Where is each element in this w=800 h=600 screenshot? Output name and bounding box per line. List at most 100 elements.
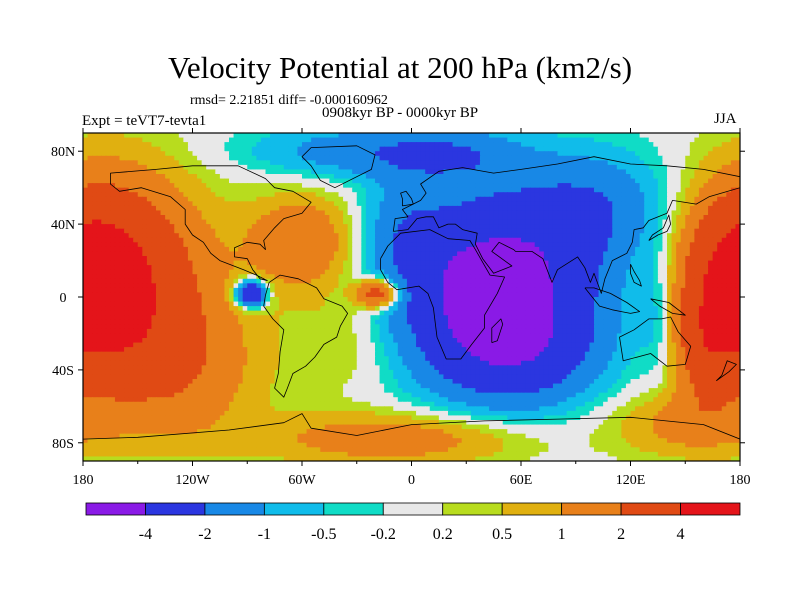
heatmap-cell (498, 196, 504, 202)
heatmap-cell (657, 133, 664, 139)
heatmap-cell (338, 164, 344, 171)
heatmap-cell (274, 256, 280, 262)
heatmap-cell (712, 278, 718, 284)
heatmap-cell (580, 224, 586, 230)
heatmap-cell (530, 228, 536, 234)
heatmap-cell (498, 278, 504, 284)
heatmap-cell (165, 201, 171, 207)
heatmap-cell (479, 269, 486, 275)
heatmap-cell (562, 151, 568, 157)
heatmap-cell (156, 151, 162, 157)
heatmap-cell (603, 242, 609, 248)
heatmap-cell (333, 201, 340, 207)
heatmap-cell (315, 142, 321, 148)
heatmap-cell (420, 137, 426, 143)
heatmap-cell (580, 137, 586, 143)
heatmap-cell (639, 142, 645, 148)
heatmap-cell (457, 274, 463, 280)
heatmap-cell (443, 133, 449, 139)
heatmap-cell (521, 283, 527, 289)
heatmap-cell (105, 269, 111, 275)
heatmap-cell (607, 201, 613, 207)
heatmap-cell (552, 178, 559, 184)
heatmap-cell (671, 242, 677, 248)
heatmap-cell (347, 265, 353, 271)
heatmap-cell (589, 137, 595, 143)
heatmap-cell (648, 269, 654, 275)
heatmap-cell (502, 233, 508, 239)
heatmap-cell (434, 256, 440, 262)
heatmap-cell (735, 210, 740, 216)
heatmap-cell (174, 155, 180, 161)
heatmap-cell (429, 265, 435, 271)
heatmap-cell (292, 237, 299, 243)
heatmap-cell (498, 233, 504, 239)
heatmap-cell (717, 137, 723, 143)
heatmap-cell (169, 210, 175, 216)
heatmap-cell (206, 278, 212, 284)
heatmap-cell (119, 219, 125, 225)
heatmap-cell (92, 205, 98, 212)
heatmap-cell (270, 133, 276, 139)
heatmap-cell (256, 283, 262, 289)
heatmap-cell (443, 269, 449, 275)
heatmap-cell (434, 155, 440, 161)
heatmap-cell (443, 155, 449, 161)
heatmap-cell (292, 137, 299, 143)
heatmap-cell (388, 224, 394, 230)
heatmap-cell (201, 201, 207, 207)
heatmap-cell (475, 164, 481, 171)
heatmap-cell (206, 142, 212, 148)
heatmap-cell (730, 201, 737, 207)
heatmap-cell (393, 174, 399, 180)
heatmap-cell (174, 174, 180, 180)
heatmap-cell (397, 256, 403, 262)
heatmap-cell (612, 251, 618, 257)
heatmap-cell (311, 228, 317, 234)
heatmap-cell (703, 178, 709, 184)
heatmap-cell (306, 169, 312, 175)
heatmap-cell (110, 133, 116, 139)
heatmap-cell (315, 256, 321, 262)
heatmap-cell (229, 205, 235, 212)
heatmap-cell (238, 256, 244, 262)
heatmap-cell (539, 228, 545, 234)
heatmap-cell (256, 183, 262, 189)
heatmap-cell (694, 237, 700, 243)
heatmap-cell (352, 151, 358, 157)
heatmap-cell (324, 183, 330, 189)
heatmap-cell (552, 237, 559, 243)
heatmap-cell (302, 251, 308, 257)
heatmap-cell (443, 142, 449, 148)
heatmap-cell (365, 242, 372, 248)
heatmap-cell (283, 256, 289, 262)
heatmap-cell (717, 260, 723, 266)
heatmap-cell (484, 155, 490, 161)
heatmap-cell (653, 169, 659, 175)
heatmap-cell (283, 237, 289, 243)
heatmap-cell (365, 137, 372, 143)
heatmap-cell (603, 265, 609, 271)
heatmap-cell (425, 242, 431, 248)
heatmap-cell (242, 133, 248, 139)
heatmap-cell (174, 178, 180, 184)
heatmap-cell (352, 205, 358, 212)
heatmap-cell (534, 283, 540, 289)
heatmap-cell (142, 183, 148, 189)
heatmap-cell (297, 183, 303, 189)
heatmap-cell (178, 178, 184, 184)
heatmap-cell (174, 151, 180, 157)
heatmap-cell (187, 210, 194, 216)
heatmap-cell (712, 242, 718, 248)
heatmap-cell (114, 269, 121, 275)
heatmap-cell (224, 278, 230, 284)
heatmap-cell (233, 242, 239, 248)
heatmap-cell (575, 224, 581, 230)
heatmap-cell (562, 164, 568, 171)
heatmap-cell (475, 237, 481, 243)
heatmap-cell (260, 269, 267, 275)
heatmap-cell (484, 278, 490, 284)
heatmap-cell (689, 137, 695, 143)
heatmap-cell (689, 246, 695, 253)
heatmap-cell (156, 224, 162, 230)
